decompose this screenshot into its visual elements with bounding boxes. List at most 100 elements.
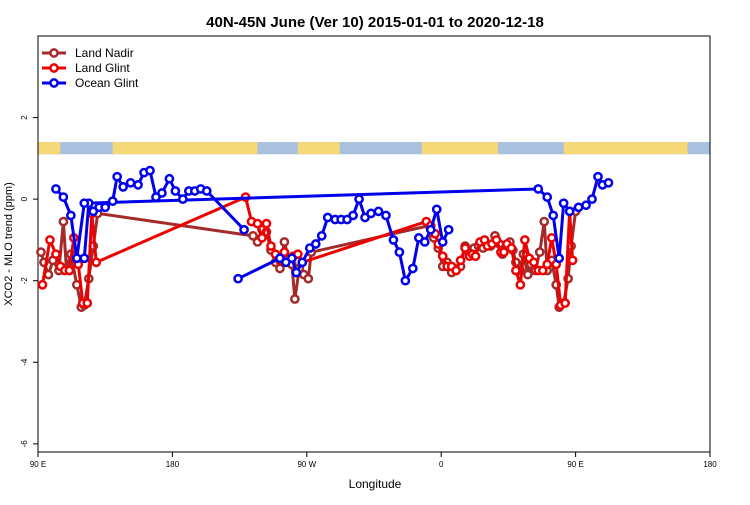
series-2-point-35 <box>348 210 358 221</box>
legend-label-1: Land Glint <box>75 61 130 75</box>
series-2-point-58 <box>548 210 559 221</box>
series-2-point-25 <box>287 253 297 264</box>
series-2-point-0 <box>79 253 90 264</box>
series-2-point-42 <box>394 247 405 258</box>
series-2-point-65 <box>593 171 603 182</box>
plot-frame <box>37 35 711 453</box>
x-tick-label-3: 0 <box>439 460 444 469</box>
series-1-point-48 <box>515 279 526 290</box>
y-axis-label: XCO2 - MLO trend (ppm) <box>3 182 15 305</box>
series-1-point-34 <box>460 243 470 253</box>
series-0-point-14 <box>248 230 258 241</box>
series-2 <box>51 165 614 286</box>
y-tick-label-2: -2 <box>20 277 29 285</box>
series-2-point-50 <box>443 224 454 235</box>
series-1-point-47 <box>511 265 521 276</box>
series-2-point-51 <box>51 184 61 194</box>
series-2-point-38 <box>366 208 376 219</box>
series-2-point-47 <box>425 224 436 235</box>
series-1-point-11 <box>91 257 102 268</box>
series-2-point-11 <box>145 165 155 176</box>
legend-marker-1 <box>49 63 59 73</box>
series-2-point-20 <box>201 186 212 196</box>
series-0-point-53 <box>522 269 533 280</box>
series-1-point-37 <box>470 251 481 262</box>
series-2-point-61 <box>564 206 575 217</box>
legend-marker-0 <box>49 48 59 58</box>
series-2-point-4 <box>100 202 111 213</box>
series-2-point-41 <box>388 235 399 245</box>
series-2-point-49 <box>437 237 448 247</box>
series-2-point-5 <box>107 196 118 207</box>
series-layer <box>36 165 614 313</box>
legend-label-0: Land Nadir <box>75 46 134 60</box>
series-1-point-55 <box>546 233 557 243</box>
series-1-point-17 <box>266 241 276 251</box>
series-2-point-27 <box>297 257 308 268</box>
y-tick-label-3: 0 <box>20 196 29 201</box>
series-2-point-52 <box>58 192 69 202</box>
series-1-point-60 <box>567 255 578 266</box>
series-2-point-55 <box>79 198 90 209</box>
series-1-point-58 <box>560 298 570 308</box>
series-2-point-59 <box>554 253 565 264</box>
series-2-point-31 <box>322 212 333 223</box>
series-2-point-26 <box>291 267 302 278</box>
series-1-point-44 <box>499 247 509 258</box>
series-1-point-32 <box>451 265 461 276</box>
series-2-point-43 <box>400 275 411 286</box>
series-2-point-57 <box>542 192 553 202</box>
series-2-point-44 <box>407 263 418 274</box>
x-axis: 90 E 180 90 W 0 90 E 180 <box>30 452 717 469</box>
series-2-point-9 <box>133 180 143 190</box>
x-axis-label: Longitude <box>349 477 402 491</box>
series-0-point-5 <box>58 216 69 227</box>
x-tick-label-4: 90 E <box>567 460 583 469</box>
series-2-point-60 <box>558 198 569 209</box>
series-1-point-1 <box>45 235 55 245</box>
series-1-point-49 <box>519 235 530 245</box>
land-band-span-0 <box>38 142 61 155</box>
series-0-point-24 <box>290 294 300 304</box>
land-band-span-3 <box>421 142 498 155</box>
series-0-point-20 <box>275 263 285 274</box>
y-axis: -6 -4 -2 0 2 <box>20 115 38 448</box>
series-1-point-0 <box>37 279 48 290</box>
x-tick-label-1: 180 <box>166 460 180 469</box>
series-2-point-40 <box>381 210 391 221</box>
x-tick-label-5: 180 <box>703 460 717 469</box>
series-2-point-13 <box>157 188 167 198</box>
chart-title: 40N-45N June (Ver 10) 2015-01-01 to 2020… <box>206 14 544 31</box>
series-1-point-16 <box>261 218 272 229</box>
series-1-point-14 <box>252 218 263 229</box>
legend-label-2: Ocean Glint <box>75 76 139 90</box>
series-2-point-56 <box>533 184 544 194</box>
series-2-point-48 <box>431 204 442 215</box>
series-2-point-30 <box>316 230 327 241</box>
series-2-point-21 <box>239 224 249 235</box>
series-2-point-36 <box>354 194 364 204</box>
series-1-point-29 <box>437 251 448 262</box>
series-0-point-27 <box>303 273 314 284</box>
series-1-point-51 <box>528 257 539 268</box>
series-2-point-62 <box>573 202 584 213</box>
land-ocean-band <box>38 142 710 155</box>
x-tick-label-2: 90 W <box>297 460 316 469</box>
series-1-point-15 <box>257 233 267 243</box>
series-1-point-54 <box>542 259 553 270</box>
land-band-span-1 <box>112 142 258 155</box>
y-tick-label-0: -6 <box>20 440 29 448</box>
series-2-point-22 <box>233 273 243 284</box>
series-2-point-6 <box>112 171 122 182</box>
series-1-point-20 <box>279 247 290 258</box>
series-2-point-54 <box>71 253 82 264</box>
y-tick-label-1: -4 <box>20 358 29 366</box>
series-1-point-9 <box>82 298 93 308</box>
series-2-point-29 <box>310 239 321 249</box>
legend-marker-2 <box>49 78 59 88</box>
series-2-point-64 <box>587 194 597 204</box>
series-0-point-21 <box>279 237 290 247</box>
